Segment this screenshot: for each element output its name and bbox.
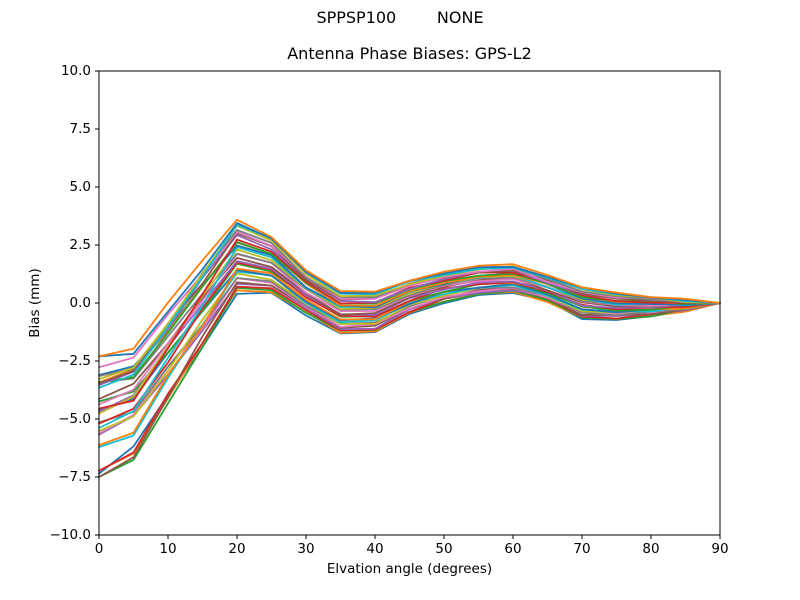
bias-line: [98, 224, 721, 381]
bias-line: [98, 218, 721, 358]
bias-line: [98, 285, 721, 472]
x-tick-label: 60: [504, 541, 522, 557]
y-tick-label: 7.5: [69, 121, 91, 137]
bias-line: [98, 261, 721, 425]
chart-title: Antenna Phase Biases: GPS-L2: [287, 44, 532, 63]
y-tick-label: −10.0: [49, 527, 91, 543]
x-tick-label: 20: [228, 541, 246, 557]
axis-tick-marks: [95, 70, 721, 539]
x-tick-label: 70: [573, 541, 591, 557]
bias-line-series: [98, 218, 721, 478]
bias-line: [98, 256, 721, 401]
x-tick-label: 10: [159, 541, 177, 557]
x-tick-label: 0: [94, 541, 104, 557]
y-tick-label: 5.0: [69, 179, 91, 195]
y-tick-label: −7.5: [58, 469, 91, 485]
bias-line: [98, 253, 721, 406]
x-tick-label: 50: [435, 541, 453, 557]
bias-line: [98, 238, 721, 410]
y-tick-label: −5.0: [58, 411, 91, 427]
x-tick-label: 80: [642, 541, 660, 557]
y-tick-label: 2.5: [69, 237, 91, 253]
x-tick-label: 40: [366, 541, 384, 557]
bias-line: [98, 277, 721, 435]
y-tick-label: 10.0: [60, 63, 91, 79]
y-tick-label: 0.0: [69, 295, 91, 311]
axes-spines: [98, 70, 721, 536]
x-tick-label: 30: [297, 541, 315, 557]
y-tick-label: −2.5: [58, 353, 91, 369]
x-tick-label: 90: [711, 541, 729, 557]
figure-suptitle: SPPSP100 NONE: [316, 8, 484, 27]
x-axis-label: Elvation angle (degrees): [326, 561, 493, 577]
